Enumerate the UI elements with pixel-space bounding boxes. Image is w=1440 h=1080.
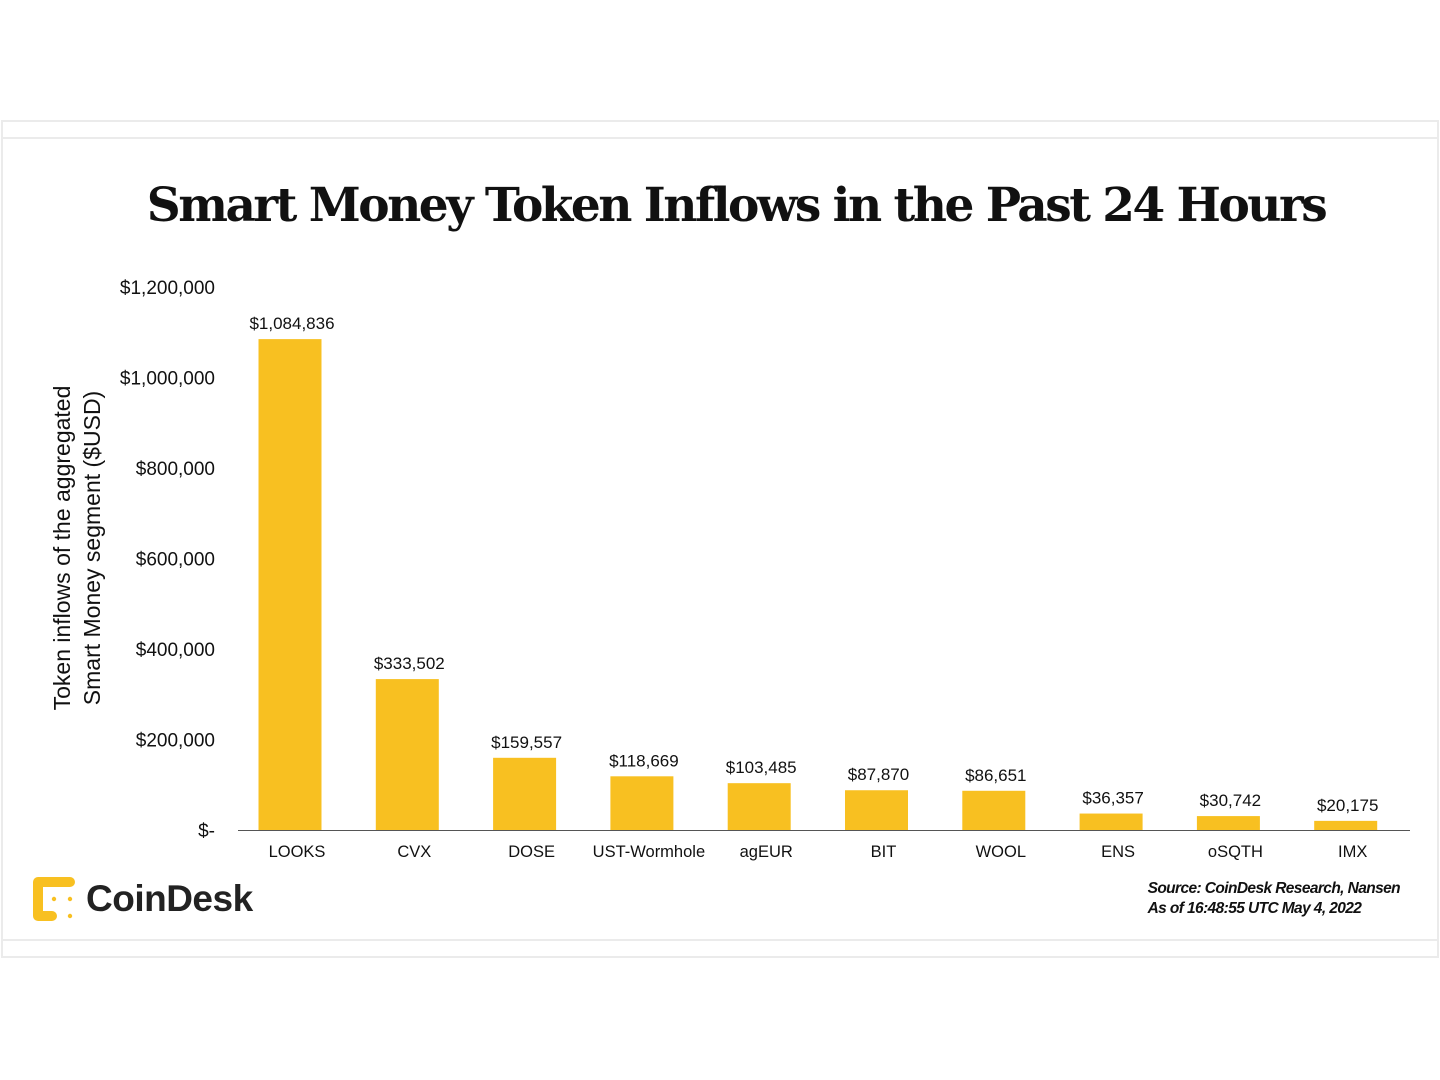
data-label: $118,669 bbox=[609, 751, 679, 770]
data-label: $86,651 bbox=[965, 766, 1026, 785]
bar-wool bbox=[962, 790, 1026, 830]
coindesk-logo-text: CoinDesk bbox=[86, 878, 253, 919]
bar-osqth bbox=[1196, 816, 1260, 830]
source-note: Source: CoinDesk Research, Nansen As of … bbox=[1147, 879, 1401, 919]
bar-cvx bbox=[375, 679, 439, 830]
coindesk-logo-icon bbox=[33, 877, 75, 921]
data-label: $30,742 bbox=[1200, 791, 1261, 810]
x-tick-label: CVX bbox=[397, 843, 431, 861]
y-tick-label: $1,200,000 bbox=[120, 278, 215, 299]
coindesk-logo: CoinDesk bbox=[32, 876, 253, 922]
bar-looks bbox=[258, 339, 322, 830]
x-tick-label: WOOL bbox=[976, 843, 1026, 861]
x-tick-label: agEUR bbox=[740, 843, 793, 861]
y-tick-label: $1,000,000 bbox=[120, 369, 215, 390]
chart-title: Smart Money Token Inflows in the Past 24… bbox=[146, 178, 1328, 233]
bar-ust-wormhole bbox=[610, 776, 674, 830]
x-tick-label: LOOKS bbox=[269, 843, 326, 861]
bar-imx bbox=[1314, 820, 1378, 830]
y-tick-label: $800,000 bbox=[136, 459, 215, 480]
y-tick-label: $- bbox=[198, 821, 215, 842]
bar-dose bbox=[493, 757, 557, 830]
data-label: $20,175 bbox=[1317, 796, 1378, 815]
x-tick-label: ENS bbox=[1101, 843, 1135, 861]
bar-ens bbox=[1079, 813, 1143, 830]
data-label: $159,557 bbox=[491, 733, 562, 752]
data-label: $87,870 bbox=[848, 765, 909, 784]
y-tick-label: $200,000 bbox=[136, 731, 215, 752]
data-label: $36,357 bbox=[1082, 789, 1143, 808]
timestamp-line: As of 16:48:55 UTC May 4, 2022 bbox=[1147, 900, 1362, 917]
x-tick-label: oSQTH bbox=[1208, 843, 1263, 861]
source-line: Source: CoinDesk Research, Nansen bbox=[1147, 880, 1401, 897]
bar-bit bbox=[845, 790, 908, 830]
data-label: $1,084,836 bbox=[249, 314, 334, 333]
data-label: $103,485 bbox=[726, 758, 797, 777]
y-tick-label: $600,000 bbox=[136, 550, 215, 571]
x-tick-label: DOSE bbox=[508, 843, 555, 861]
y-tick-label: $400,000 bbox=[136, 640, 215, 661]
x-tick-label: UST-Wormhole bbox=[593, 843, 705, 861]
x-tick-label: IMX bbox=[1338, 843, 1367, 861]
data-label: $333,502 bbox=[374, 654, 445, 673]
bar-ageur bbox=[727, 783, 791, 830]
x-tick-label: BIT bbox=[871, 843, 897, 861]
chart-card bbox=[1, 137, 1439, 941]
